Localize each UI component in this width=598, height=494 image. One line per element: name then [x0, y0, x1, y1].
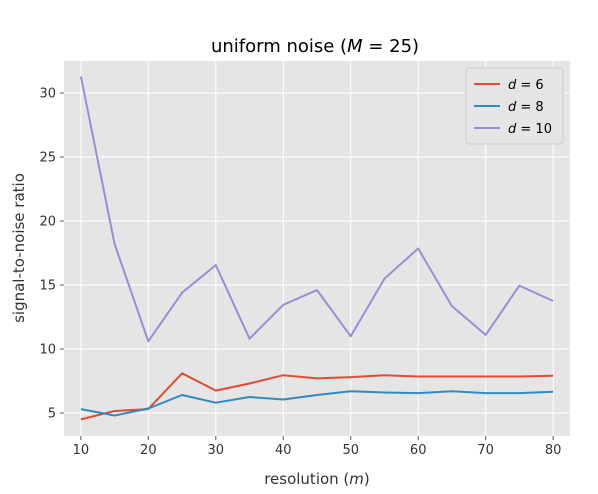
axes: 10 20 30 40 50 60 70 80 5 10 15 20 25 30 [39, 86, 561, 458]
x-tick-label: 20 [140, 443, 157, 458]
series-line-0 [80, 372, 554, 421]
chart-title: uniform noise (M = 25) [211, 36, 419, 57]
x-tick-label: 80 [545, 443, 562, 458]
chart-title-suffix: = 25) [363, 36, 419, 57]
y-tick-label: 10 [39, 342, 56, 357]
series-line-1 [80, 390, 554, 417]
chart-title-var: M [347, 36, 363, 57]
legend-label: d = 10 [508, 122, 552, 137]
x-tick-label: 30 [208, 443, 225, 458]
chart-title-prefix: uniform noise ( [211, 36, 347, 57]
series-lines [79, 76, 554, 421]
y-tick-label: 20 [39, 214, 56, 229]
x-axis-label-var: m [349, 470, 364, 488]
legend: d = 6 d = 8 d = 10 [465, 67, 564, 145]
x-axis-label: resolution (m) [264, 470, 370, 488]
x-tick-label: 60 [410, 443, 427, 458]
y-tick-label: 5 [48, 406, 56, 421]
x-tick-label: 70 [477, 443, 494, 458]
y-tick-label: 30 [39, 86, 56, 101]
x-axis-label-prefix: resolution ( [264, 470, 349, 488]
legend-box [465, 67, 564, 145]
x-axis-label-suffix: ) [364, 470, 370, 488]
series-line-2 [79, 76, 554, 343]
x-tick-label: 50 [342, 443, 359, 458]
y-tick-label: 15 [39, 278, 56, 293]
legend-label: d = 6 [508, 78, 544, 93]
y-axis-label: signal-to-noise ratio [10, 173, 28, 323]
x-tick-label: 40 [275, 443, 292, 458]
y-tick-label: 25 [39, 150, 56, 165]
x-tick-label: 10 [73, 443, 90, 458]
legend-label: d = 8 [508, 100, 544, 115]
